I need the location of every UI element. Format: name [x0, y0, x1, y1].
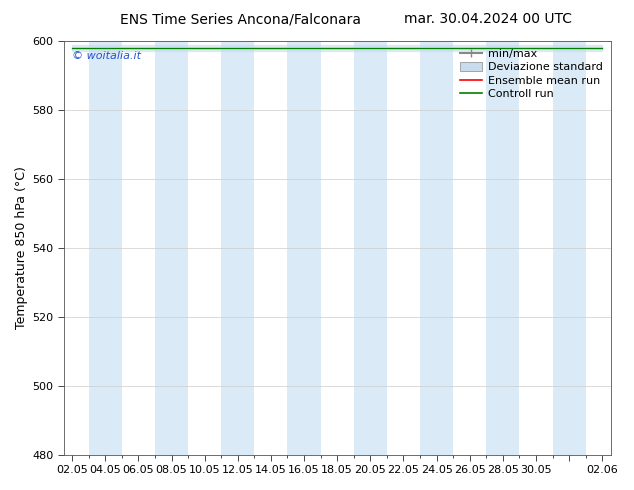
Bar	[420, 41, 453, 455]
Bar	[486, 41, 519, 455]
Bar	[221, 41, 254, 455]
Text: ENS Time Series Ancona/Falconara: ENS Time Series Ancona/Falconara	[120, 12, 361, 26]
Bar	[155, 41, 188, 455]
Bar	[354, 41, 387, 455]
Text: mar. 30.04.2024 00 UTC: mar. 30.04.2024 00 UTC	[404, 12, 572, 26]
Text: © woitalia.it: © woitalia.it	[72, 51, 141, 61]
Bar	[89, 41, 122, 455]
Y-axis label: Temperature 850 hPa (°C): Temperature 850 hPa (°C)	[15, 167, 28, 329]
Legend: min/max, Deviazione standard, Ensemble mean run, Controll run: min/max, Deviazione standard, Ensemble m…	[456, 45, 607, 104]
Bar	[553, 41, 586, 455]
Bar	[287, 41, 321, 455]
